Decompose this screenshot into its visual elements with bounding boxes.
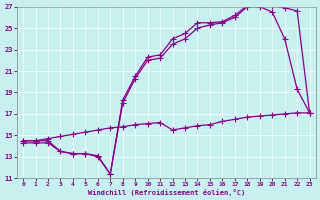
X-axis label: Windchill (Refroidissement éolien,°C): Windchill (Refroidissement éolien,°C) — [88, 189, 245, 196]
